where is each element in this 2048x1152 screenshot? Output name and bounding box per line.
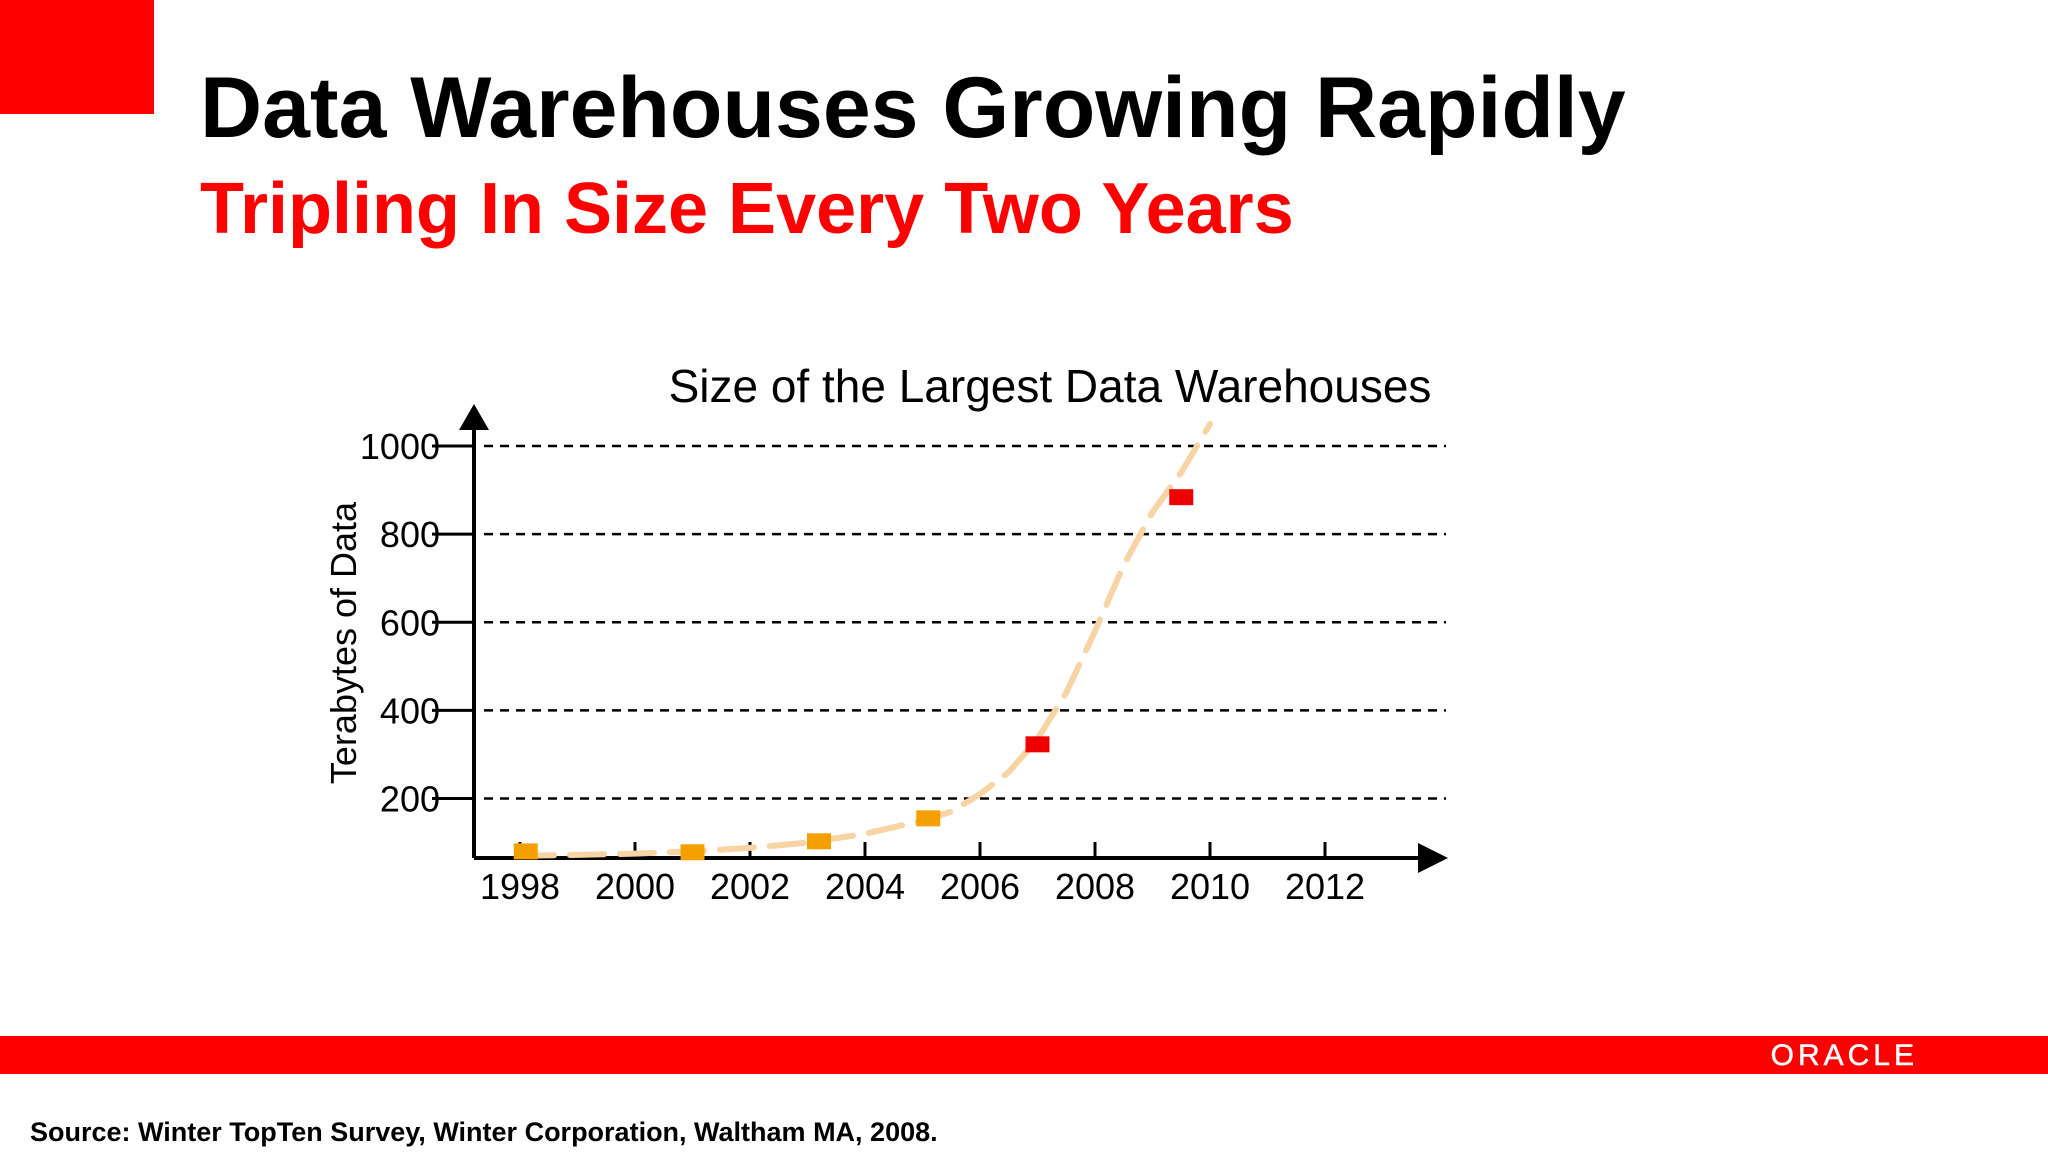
- x-tick-label: 2008: [1055, 866, 1135, 907]
- axes: [432, 404, 1448, 873]
- y-axis-label: Terabytes of Data: [323, 501, 364, 784]
- x-tick-label: 2000: [595, 866, 675, 907]
- data-points: [513, 489, 1194, 861]
- x-tick-label: 2010: [1170, 866, 1250, 907]
- data-point-1: [513, 843, 538, 860]
- brand-corner-square: [0, 0, 154, 114]
- grid-lines: [484, 444, 1446, 800]
- tick-labels: 1000 800 600 400 200 1998 2000 2002 2004 2006 2008…: [360, 426, 1365, 907]
- slide-subtitle: Tripling In Size Every Two Years: [200, 169, 1294, 249]
- y-axis-arrow: [459, 404, 489, 430]
- trend-layer: [517, 421, 1213, 859]
- y-tick-label: 1000: [360, 426, 440, 467]
- x-tick-label: 2002: [710, 866, 790, 907]
- x-tick-label: 2004: [825, 866, 905, 907]
- data-point-2: [680, 844, 705, 861]
- oracle-logo: ORACLE: [1770, 1039, 1918, 1072]
- data-point-4: [916, 810, 941, 827]
- data-point-3: [807, 833, 831, 850]
- y-tick-label: 600: [380, 602, 440, 643]
- source-citation: Source: Winter TopTen Survey, Winter Cor…: [30, 1117, 938, 1147]
- y-tick-label: 400: [380, 690, 440, 731]
- x-tick-label: 2006: [940, 866, 1020, 907]
- slide-title: Data Warehouses Growing Rapidly: [200, 60, 1626, 156]
- x-axis-arrow: [1418, 843, 1448, 873]
- trend-line: [517, 421, 1213, 859]
- data-point-5: [1025, 736, 1050, 753]
- x-tick-label: 2012: [1285, 866, 1365, 907]
- y-tick-label: 200: [380, 779, 440, 820]
- x-tick-label: 1998: [480, 866, 560, 907]
- footer-band: [0, 1036, 2048, 1074]
- y-tick-label: 800: [380, 514, 440, 555]
- data-point-6: [1169, 489, 1194, 506]
- chart-title: Size of the Largest Data Warehouses: [669, 360, 1432, 412]
